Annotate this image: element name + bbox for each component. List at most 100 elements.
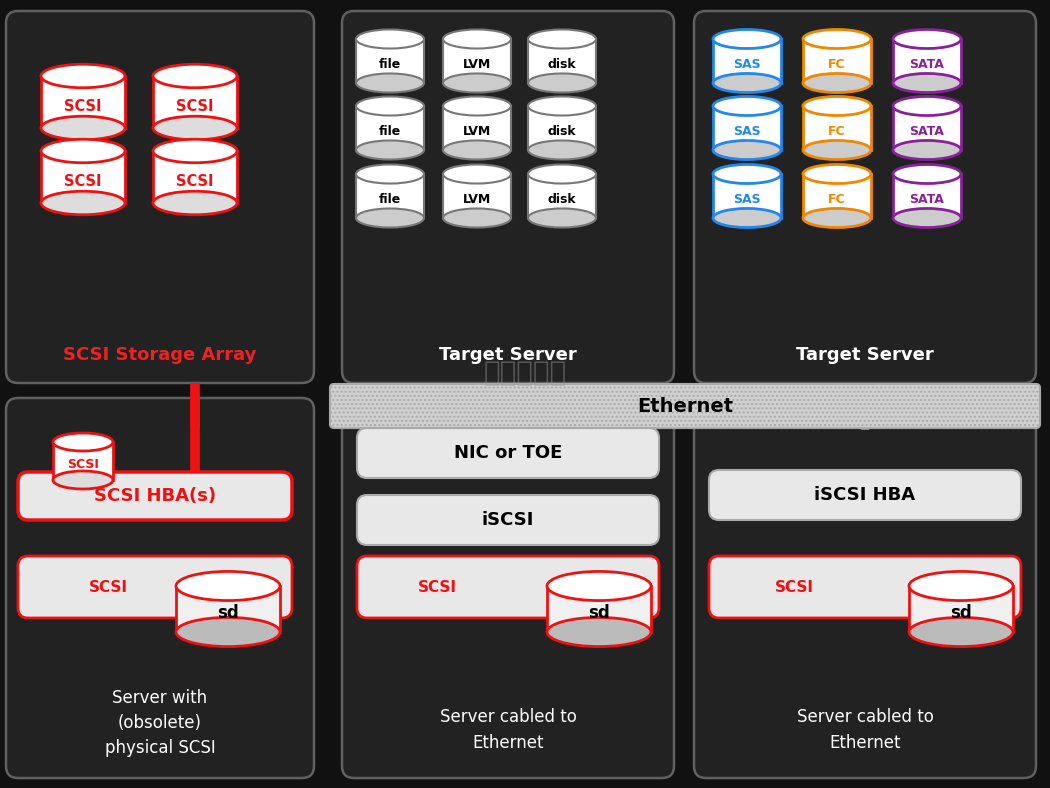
Ellipse shape bbox=[153, 191, 237, 215]
Text: SATA: SATA bbox=[909, 193, 944, 206]
Text: FC: FC bbox=[828, 193, 846, 206]
FancyBboxPatch shape bbox=[694, 11, 1036, 383]
Polygon shape bbox=[547, 586, 651, 632]
Ellipse shape bbox=[153, 65, 237, 87]
Polygon shape bbox=[713, 39, 781, 83]
FancyBboxPatch shape bbox=[342, 11, 674, 383]
Polygon shape bbox=[153, 151, 237, 203]
Polygon shape bbox=[909, 586, 1013, 632]
Text: Target Server: Target Server bbox=[439, 346, 576, 364]
Text: Server with
(obsolete)
physical SCSI: Server with (obsolete) physical SCSI bbox=[105, 689, 215, 757]
Ellipse shape bbox=[803, 29, 872, 49]
Text: file: file bbox=[379, 58, 401, 71]
Polygon shape bbox=[528, 174, 596, 218]
Text: SAS: SAS bbox=[733, 125, 761, 138]
Ellipse shape bbox=[443, 96, 511, 116]
FancyBboxPatch shape bbox=[330, 384, 1040, 428]
Text: LVM: LVM bbox=[463, 58, 491, 71]
Ellipse shape bbox=[892, 165, 961, 184]
Ellipse shape bbox=[909, 571, 1013, 600]
Ellipse shape bbox=[713, 96, 781, 116]
Text: Server cabled to
Ethernet: Server cabled to Ethernet bbox=[440, 708, 576, 752]
Ellipse shape bbox=[547, 618, 651, 647]
FancyBboxPatch shape bbox=[6, 398, 314, 778]
Polygon shape bbox=[528, 106, 596, 150]
Ellipse shape bbox=[528, 209, 596, 228]
Ellipse shape bbox=[176, 618, 280, 647]
Text: sd: sd bbox=[950, 604, 972, 622]
Ellipse shape bbox=[153, 117, 237, 139]
FancyBboxPatch shape bbox=[357, 556, 659, 618]
Text: SCSI HBA(s): SCSI HBA(s) bbox=[93, 487, 216, 505]
Text: NIC or TOE: NIC or TOE bbox=[454, 444, 562, 462]
Polygon shape bbox=[443, 39, 511, 83]
FancyBboxPatch shape bbox=[6, 11, 314, 383]
Polygon shape bbox=[892, 174, 961, 218]
Ellipse shape bbox=[528, 96, 596, 116]
Ellipse shape bbox=[356, 165, 424, 184]
Polygon shape bbox=[41, 76, 125, 128]
Text: disk: disk bbox=[548, 125, 576, 138]
FancyBboxPatch shape bbox=[357, 495, 659, 545]
Ellipse shape bbox=[356, 29, 424, 49]
Ellipse shape bbox=[443, 209, 511, 228]
FancyBboxPatch shape bbox=[709, 556, 1021, 618]
Ellipse shape bbox=[356, 96, 424, 116]
Text: SATA: SATA bbox=[909, 125, 944, 138]
FancyBboxPatch shape bbox=[342, 398, 674, 778]
Ellipse shape bbox=[713, 29, 781, 49]
Polygon shape bbox=[443, 106, 511, 150]
Ellipse shape bbox=[803, 73, 872, 92]
Ellipse shape bbox=[892, 73, 961, 92]
Text: SCSI: SCSI bbox=[176, 98, 214, 113]
Ellipse shape bbox=[41, 117, 125, 139]
Text: FC: FC bbox=[828, 125, 846, 138]
Polygon shape bbox=[528, 39, 596, 83]
Polygon shape bbox=[892, 39, 961, 83]
Ellipse shape bbox=[892, 209, 961, 228]
Text: SCSI: SCSI bbox=[67, 458, 99, 470]
Text: Target Server: Target Server bbox=[796, 346, 933, 364]
Ellipse shape bbox=[41, 139, 125, 163]
Ellipse shape bbox=[547, 571, 651, 600]
Text: SCSI: SCSI bbox=[775, 579, 814, 594]
Text: sd: sd bbox=[588, 604, 610, 622]
Ellipse shape bbox=[443, 73, 511, 92]
Text: Server cabled to
Ethernet: Server cabled to Ethernet bbox=[797, 708, 933, 752]
Polygon shape bbox=[356, 174, 424, 218]
Ellipse shape bbox=[713, 209, 781, 228]
Text: SAS: SAS bbox=[733, 193, 761, 206]
FancyBboxPatch shape bbox=[709, 470, 1021, 520]
Text: disk: disk bbox=[548, 58, 576, 71]
Ellipse shape bbox=[176, 571, 280, 600]
Text: SCSI: SCSI bbox=[64, 98, 102, 113]
Polygon shape bbox=[52, 442, 113, 480]
Text: LVM: LVM bbox=[463, 125, 491, 138]
Polygon shape bbox=[356, 39, 424, 83]
Ellipse shape bbox=[909, 618, 1013, 647]
Polygon shape bbox=[803, 106, 872, 150]
Text: SAS: SAS bbox=[733, 58, 761, 71]
Polygon shape bbox=[443, 174, 511, 218]
Polygon shape bbox=[892, 106, 961, 150]
Polygon shape bbox=[713, 106, 781, 150]
Text: SCSI: SCSI bbox=[88, 579, 127, 594]
Ellipse shape bbox=[803, 209, 872, 228]
Ellipse shape bbox=[528, 165, 596, 184]
Ellipse shape bbox=[528, 29, 596, 49]
FancyBboxPatch shape bbox=[18, 472, 292, 520]
Ellipse shape bbox=[713, 165, 781, 184]
Polygon shape bbox=[803, 39, 872, 83]
Text: iSCSI: iSCSI bbox=[482, 511, 534, 529]
Text: iSCSI HBA: iSCSI HBA bbox=[815, 486, 916, 504]
Text: disk: disk bbox=[548, 193, 576, 206]
Text: SCSI Storage Array: SCSI Storage Array bbox=[63, 346, 256, 364]
Ellipse shape bbox=[713, 140, 781, 159]
Ellipse shape bbox=[52, 433, 113, 451]
Ellipse shape bbox=[803, 140, 872, 159]
Polygon shape bbox=[41, 151, 125, 203]
FancyBboxPatch shape bbox=[694, 398, 1036, 778]
Ellipse shape bbox=[52, 471, 113, 489]
Ellipse shape bbox=[356, 140, 424, 159]
Polygon shape bbox=[803, 174, 872, 218]
